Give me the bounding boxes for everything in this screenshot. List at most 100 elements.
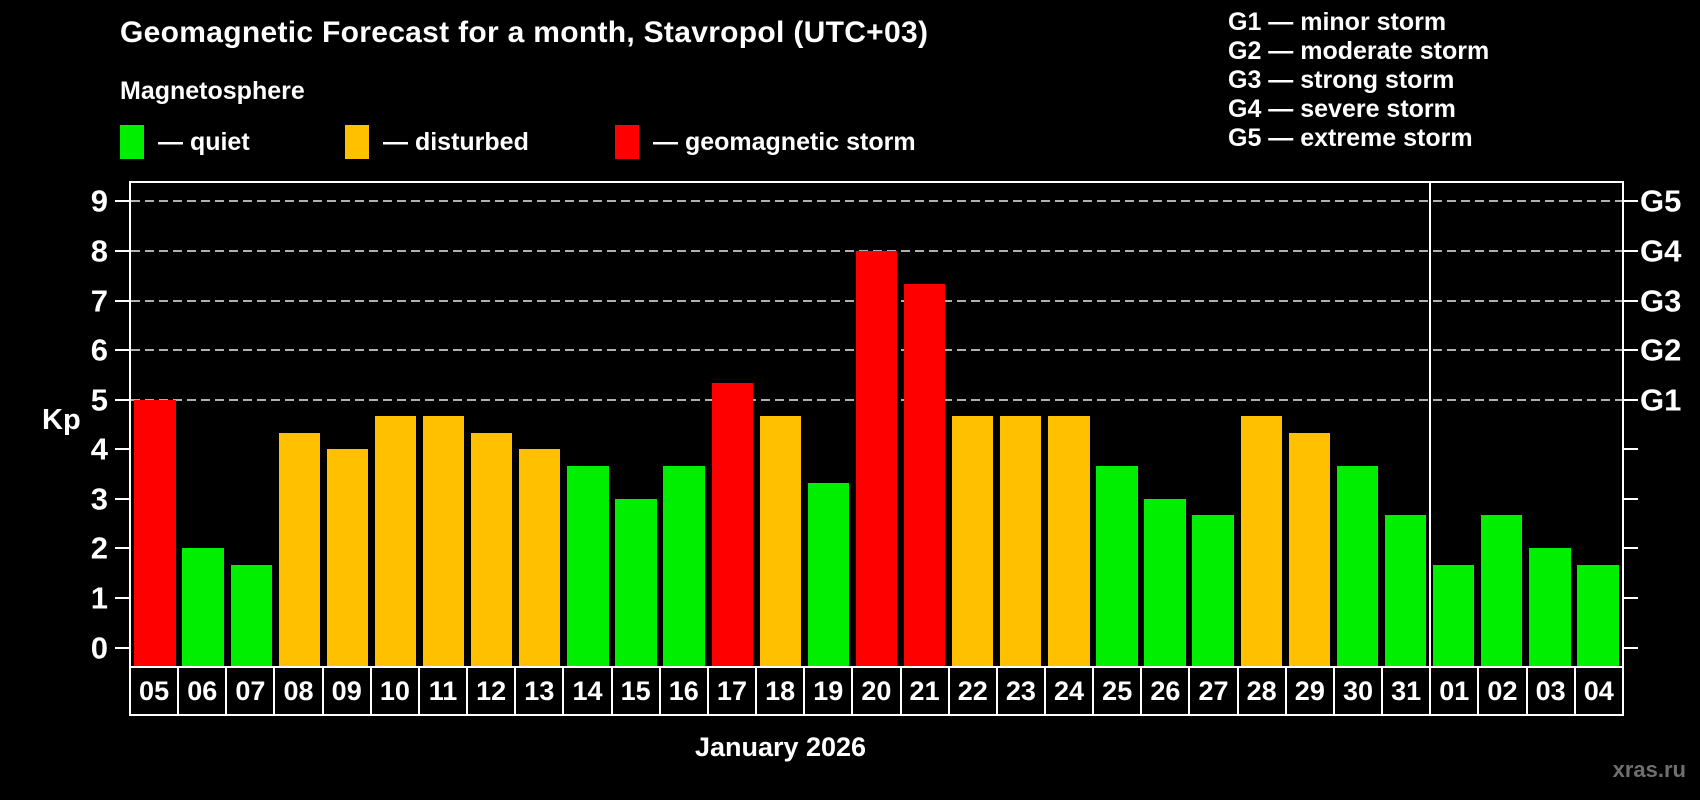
day-label-20: 20 [851,668,899,714]
day-label-13: 13 [514,668,562,714]
y-tick-right-8 [1624,249,1638,252]
y-tick-right-4 [1624,448,1638,451]
bar-day-08 [278,432,320,666]
bar-day-06 [182,548,224,666]
y-tick-label-8: 8 [90,233,108,269]
bar-day-03 [1529,548,1571,666]
bar-slot-22 [949,183,997,666]
bar-day-04 [1577,564,1619,666]
day-label-25: 25 [1092,668,1140,714]
x-axis-day-labels: 05 06 07 08 09 10 11 12 13 14 15 16 17 18 19 20 21 22 23 24… [129,666,1624,716]
x-axis-title: January 2026 [694,732,867,762]
disturbed-color-swatch [345,125,369,159]
y-tick-left-7 [115,299,129,302]
y-tick-label-6: 6 [90,332,108,368]
bar-slot-12 [468,183,516,666]
bar-slot-14 [564,183,612,666]
day-label-04: 04 [1573,668,1622,714]
bar-day-13 [519,449,561,666]
bar-day-01 [1432,564,1475,666]
bar-slot-19 [804,183,852,666]
y-tick-label-3: 3 [90,481,108,517]
bar-slot-09 [323,183,371,666]
g-legend-line-g4: G4 — severe storm [1228,95,1456,123]
g-axis-label-g2: G2 [1640,332,1682,368]
y-tick-right-3 [1624,497,1638,500]
bar-day-05 [134,399,176,666]
bar-slot-28 [1237,183,1285,666]
bar-slot-04 [1574,183,1622,666]
bar-slot-25 [1093,183,1141,666]
day-label-16: 16 [658,668,707,714]
day-label-30: 30 [1332,668,1381,714]
bar-day-17 [711,383,753,666]
day-label-05: 05 [139,675,170,706]
g-scale-legend: G1 — minor storm G2 — moderate storm G3 … [1228,8,1489,153]
day-label-06: 06 [177,668,225,714]
y-tick-right-6 [1624,349,1638,352]
g-legend-line-g5: G5 — extreme storm [1228,124,1473,152]
bar-slot-11 [420,183,468,666]
day-label-28: 28 [1236,668,1285,714]
day-label-27: 27 [1188,668,1236,714]
y-tick-right-9 [1624,200,1638,203]
bar-slot-01 [1430,183,1478,666]
day-label-14: 14 [562,668,610,714]
bar-slot-23 [997,183,1045,666]
y-tick-label-0: 0 [90,630,108,666]
y-tick-left-1 [115,597,129,600]
bar-slot-13 [516,183,564,666]
bar-day-28 [1240,416,1282,666]
g-legend-line-g2: G2 — moderate storm [1228,37,1490,65]
day-label-29: 29 [1284,668,1333,714]
day-label-21: 21 [899,668,948,714]
bar-day-24 [1048,416,1090,666]
chart-subtitle: Magnetosphere [120,77,305,105]
y-tick-label-9: 9 [90,183,108,219]
bar-day-18 [759,416,801,666]
day-label-10: 10 [369,668,418,714]
bar-slot-24 [1045,183,1093,666]
y-tick-label-7: 7 [90,283,108,319]
bar-day-02 [1481,515,1523,666]
bar-day-07 [230,564,272,666]
day-label-22: 22 [947,668,996,714]
y-tick-label-1: 1 [90,580,108,616]
day-label-01: 01 [1429,668,1477,714]
g-axis-label-g4: G4 [1640,233,1682,269]
gridline-kp8 [131,249,1622,252]
day-label-31: 31 [1381,668,1429,714]
bar-day-25 [1096,465,1138,666]
bar-slot-05 [131,183,179,666]
day-label-09: 09 [321,668,370,714]
bar-day-15 [615,498,657,666]
day-label-26: 26 [1140,668,1188,714]
bar-day-12 [471,432,513,666]
legend-label-storm: — geomagnetic storm [653,127,916,156]
bar-day-14 [567,465,609,666]
bar-slot-15 [612,183,660,666]
y-tick-left-3 [115,497,129,500]
bar-slot-16 [660,183,708,666]
bar-slot-17 [708,183,756,666]
bar-slot-08 [275,183,323,666]
y-tick-right-7 [1624,299,1638,302]
bar-day-09 [326,449,369,666]
bar-day-29 [1288,432,1331,666]
bar-day-22 [952,416,994,666]
bar-day-20 [855,250,898,666]
day-label-19: 19 [803,668,851,714]
bar-slot-03 [1526,183,1574,666]
bar-slot-02 [1478,183,1526,666]
bar-day-27 [1192,515,1234,666]
legend-item-disturbed: — disturbed [345,122,529,162]
legend-label-disturbed: — disturbed [383,127,529,156]
bar-slot-31 [1382,183,1430,666]
y-tick-right-0 [1624,646,1638,649]
bar-day-11 [422,416,465,666]
y-tick-left-9 [115,200,129,203]
quiet-color-swatch [120,125,144,159]
y-tick-left-0 [115,646,129,649]
g-axis-label-g1: G1 [1640,382,1682,418]
y-tick-label-4: 4 [90,431,108,467]
